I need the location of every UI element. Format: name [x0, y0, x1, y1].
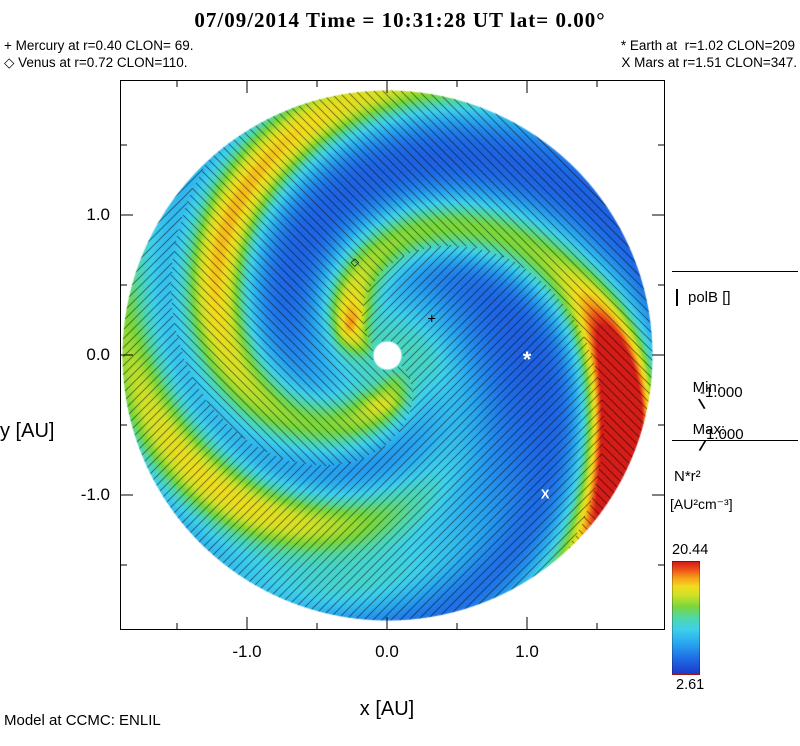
x-tick-label: 0.0: [375, 642, 399, 661]
polb-min-value: -1.000: [700, 384, 743, 401]
polb-label: polB []: [688, 289, 731, 306]
legend-venus: ◇ Venus at r=0.72 CLON=110.: [4, 55, 188, 70]
legend-earth: * Earth at r=1.02 CLON=209: [620, 38, 795, 53]
y-tick-label: 1.0: [86, 205, 110, 224]
polb-max-row: Max: /: [676, 404, 726, 472]
polb-max-value: 1.000: [706, 426, 744, 443]
y-axis-label: y [AU]: [0, 420, 55, 442]
x-tick-label: 1.0: [515, 642, 539, 661]
polb-legend-title: polB []: [676, 289, 731, 306]
legend-mercury: + Mercury at r=0.40 CLON= 69.: [4, 38, 194, 53]
min-label: Min:: [692, 379, 722, 396]
plot-title: 07/09/2014 Time = 10:31:28 UT lat= 0.00°: [194, 8, 606, 32]
colorbar: [672, 561, 700, 675]
colorbar-quantity: N*r²: [674, 468, 701, 485]
legend-divider-bottom: [672, 440, 798, 441]
planet-symbol-mars: X: [540, 486, 550, 502]
y-tick-label: 0.0: [86, 345, 110, 364]
polb-min-row: Min: \: [676, 362, 721, 430]
legend-divider-top: [672, 271, 798, 272]
planet-symbol-earth: *: [522, 347, 532, 372]
legend-mars: X Mars at r=1.51 CLON=347.: [621, 55, 797, 70]
x-axis-label: x [AU]: [359, 698, 415, 720]
x-tick-label: -1.0: [232, 642, 262, 661]
polb-line-sample-icon: [676, 289, 678, 306]
colorbar-min-value: 2.61: [676, 677, 705, 693]
model-credit: Model at CCMC: ENLIL: [4, 712, 161, 729]
y-tick-label: -1.0: [80, 485, 110, 504]
density-heatmap-canvas: [120, 80, 665, 630]
planet-symbol-venus: ◇: [350, 256, 360, 269]
colorbar-max-value: 20.44: [672, 542, 709, 558]
max-label: Max:: [692, 421, 726, 438]
colorbar-units: [AU²cm⁻³]: [670, 496, 733, 512]
planet-symbol-mercury: +: [427, 310, 437, 328]
